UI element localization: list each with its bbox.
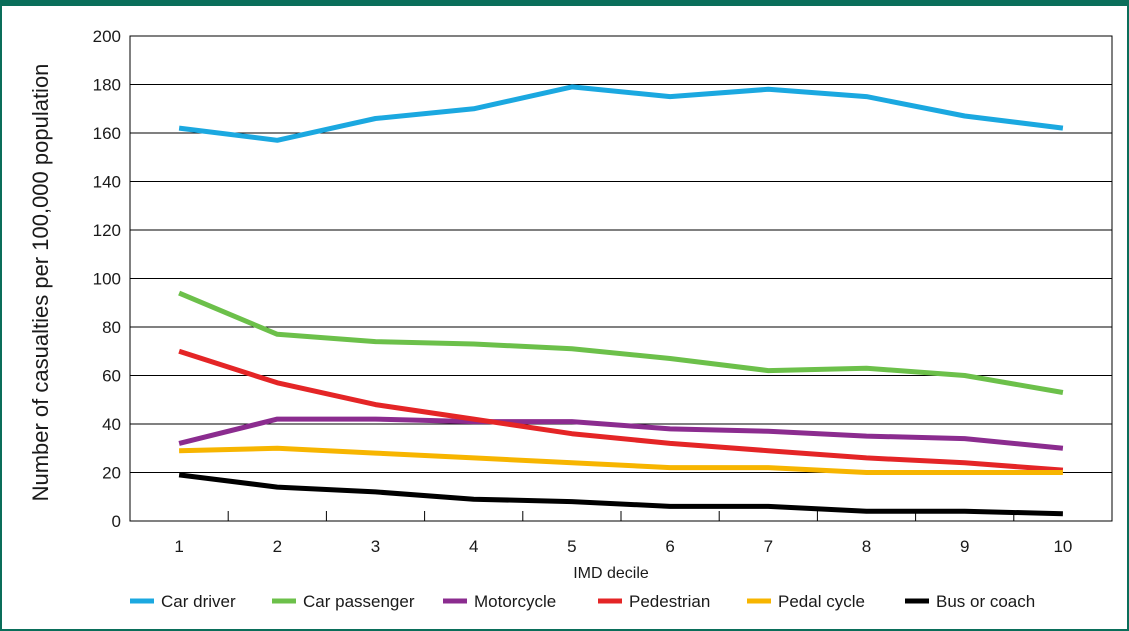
series-line-pedal-cycle — [179, 445, 1063, 475]
legend-label: Bus or coach — [936, 592, 1035, 611]
x-tick-label: 9 — [960, 537, 969, 556]
x-tick-label: 6 — [665, 537, 674, 556]
x-tick-label: 10 — [1053, 537, 1072, 556]
series-line-car-passenger — [178, 290, 1064, 395]
legend-label: Car passenger — [303, 592, 415, 611]
series-line-bus-or-coach — [178, 472, 1063, 517]
x-tick-label: 2 — [273, 537, 282, 556]
x-axis-title: IMD decile — [573, 565, 649, 582]
y-tick-label: 200 — [93, 27, 121, 46]
x-tick-label: 4 — [469, 537, 478, 556]
x-tick-label: 3 — [371, 537, 380, 556]
plot-border — [129, 35, 1113, 522]
legend-label: Motorcycle — [474, 592, 556, 611]
legend-label: Pedestrian — [629, 592, 710, 611]
legend-label: Car driver — [161, 592, 236, 611]
y-tick-label: 80 — [102, 318, 121, 337]
series-lines — [178, 84, 1064, 517]
legend: Car driver Car passenger Motorcycle Pedestr… — [130, 592, 1035, 611]
x-tick-label: 1 — [174, 537, 183, 556]
series-line-motorcycle — [178, 416, 1064, 451]
y-tick-label: 0 — [112, 512, 121, 531]
series-line-car-driver — [178, 84, 1064, 143]
y-tick-label: 140 — [93, 173, 121, 192]
y-tick-label: 100 — [93, 270, 121, 289]
x-tick-label: 7 — [764, 537, 773, 556]
y-tick-label: 40 — [102, 415, 121, 434]
y-axis-title: Number of casualties per 100,000 populat… — [28, 64, 53, 502]
y-tick-label: 160 — [93, 124, 121, 143]
x-tick-label: 8 — [862, 537, 871, 556]
y-tick-label: 20 — [102, 464, 121, 483]
x-tick-labels: 1 2 3 4 5 6 7 8 9 10 — [174, 537, 1072, 556]
legend-label: Pedal cycle — [778, 592, 865, 611]
y-tick-label: 60 — [102, 367, 121, 386]
y-tick-label: 120 — [93, 221, 121, 240]
y-tick-label: 180 — [93, 76, 121, 95]
x-tick-label: 5 — [567, 537, 576, 556]
series-line-pedestrian — [178, 348, 1064, 473]
y-tick-labels: 0 20 40 60 80 100 120 140 160 180 200 — [93, 27, 121, 531]
